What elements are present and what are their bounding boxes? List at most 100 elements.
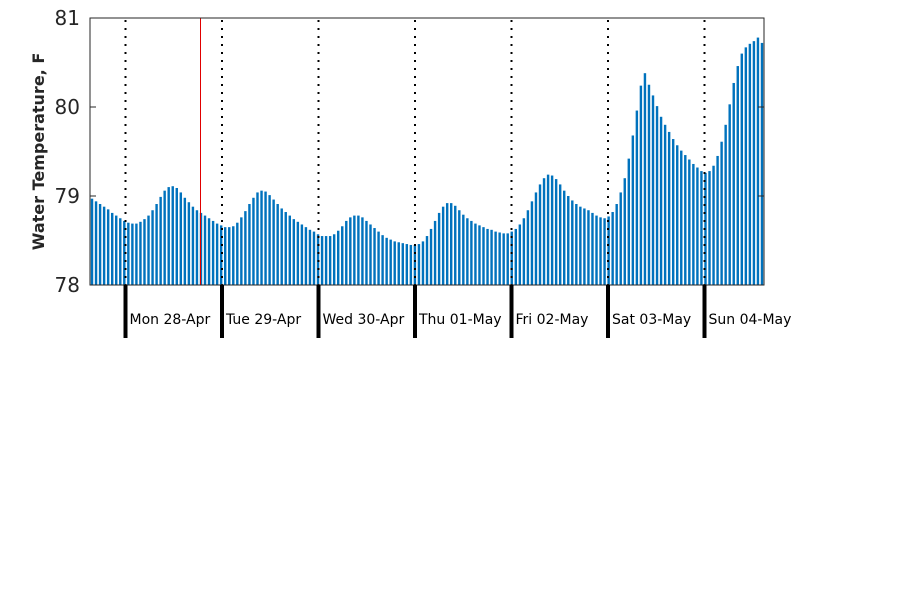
bar bbox=[203, 215, 207, 285]
bar bbox=[454, 205, 457, 285]
bar bbox=[623, 178, 626, 285]
plot-frame bbox=[89, 17, 765, 286]
bar bbox=[405, 244, 409, 285]
bar bbox=[748, 43, 752, 286]
bar bbox=[417, 244, 421, 285]
bar bbox=[591, 212, 594, 285]
bar bbox=[393, 241, 396, 285]
bar bbox=[409, 244, 413, 285]
bar bbox=[163, 190, 166, 285]
bar bbox=[716, 155, 719, 285]
bar bbox=[421, 241, 425, 285]
y-tick-label: 81 bbox=[55, 6, 80, 30]
bar bbox=[143, 219, 146, 285]
bar bbox=[332, 234, 336, 285]
bar bbox=[760, 42, 764, 285]
bar bbox=[385, 237, 388, 285]
bar bbox=[90, 198, 94, 285]
bar bbox=[345, 220, 348, 285]
bar bbox=[639, 85, 643, 285]
bar bbox=[102, 206, 106, 285]
bar bbox=[603, 218, 606, 285]
bar bbox=[264, 191, 267, 285]
bar bbox=[647, 84, 651, 285]
bar bbox=[115, 215, 118, 285]
bar bbox=[563, 190, 566, 285]
bar bbox=[248, 204, 251, 285]
bar bbox=[720, 141, 723, 285]
bar bbox=[462, 214, 465, 285]
bar bbox=[752, 41, 756, 285]
y-tick-label: 78 bbox=[55, 273, 80, 297]
bar bbox=[316, 234, 320, 285]
bar bbox=[365, 220, 368, 285]
y-axis: 78 79 80 81 bbox=[55, 6, 764, 297]
bar bbox=[732, 82, 735, 285]
bar bbox=[635, 110, 639, 285]
bar bbox=[631, 135, 635, 285]
bar bbox=[700, 171, 703, 285]
bar bbox=[429, 228, 433, 285]
bar bbox=[579, 206, 582, 285]
bar bbox=[583, 208, 586, 285]
day-label: Sun 04-May bbox=[709, 312, 792, 328]
bar bbox=[373, 228, 376, 285]
bar bbox=[155, 204, 158, 285]
bar bbox=[607, 216, 610, 285]
bar bbox=[470, 220, 473, 285]
bar bbox=[349, 217, 352, 285]
bar bbox=[119, 218, 122, 285]
bar bbox=[692, 163, 695, 285]
bar bbox=[595, 215, 598, 285]
bar bbox=[684, 155, 687, 285]
bar bbox=[437, 212, 441, 285]
bar bbox=[244, 211, 247, 285]
bar bbox=[328, 236, 332, 285]
bar bbox=[680, 150, 683, 285]
bar bbox=[688, 159, 691, 285]
bar bbox=[106, 209, 110, 285]
bar bbox=[195, 210, 199, 285]
bar bbox=[397, 242, 400, 285]
bar bbox=[490, 229, 493, 285]
bar bbox=[369, 224, 372, 285]
bar bbox=[139, 221, 142, 285]
bar bbox=[304, 227, 308, 285]
bar bbox=[175, 187, 178, 285]
bar bbox=[353, 215, 356, 285]
day-label: Fri 02-May bbox=[516, 312, 589, 328]
bar bbox=[98, 204, 102, 285]
bar bbox=[550, 175, 554, 285]
bar bbox=[288, 215, 291, 285]
bar bbox=[147, 215, 150, 285]
bar bbox=[498, 232, 501, 285]
bar bbox=[131, 223, 134, 285]
bar bbox=[337, 230, 340, 285]
bar bbox=[474, 223, 477, 285]
bar bbox=[94, 201, 98, 285]
bar bbox=[627, 158, 631, 285]
bar bbox=[486, 228, 489, 285]
bar bbox=[381, 235, 384, 285]
bar bbox=[712, 165, 715, 285]
bar bbox=[187, 202, 191, 285]
bar bbox=[300, 224, 304, 285]
bar bbox=[211, 220, 215, 285]
bar bbox=[276, 204, 279, 285]
bar bbox=[567, 196, 570, 285]
bar bbox=[518, 224, 522, 285]
bar bbox=[478, 225, 481, 285]
bar bbox=[135, 223, 138, 285]
bar bbox=[587, 210, 590, 285]
bar bbox=[401, 243, 404, 285]
bar bbox=[530, 201, 534, 285]
bar bbox=[736, 66, 739, 285]
bar bbox=[240, 217, 243, 285]
bar bbox=[611, 212, 614, 285]
bar bbox=[458, 210, 461, 285]
bar bbox=[123, 220, 126, 285]
bar bbox=[619, 192, 622, 285]
bar bbox=[296, 221, 300, 285]
bar bbox=[179, 192, 183, 285]
